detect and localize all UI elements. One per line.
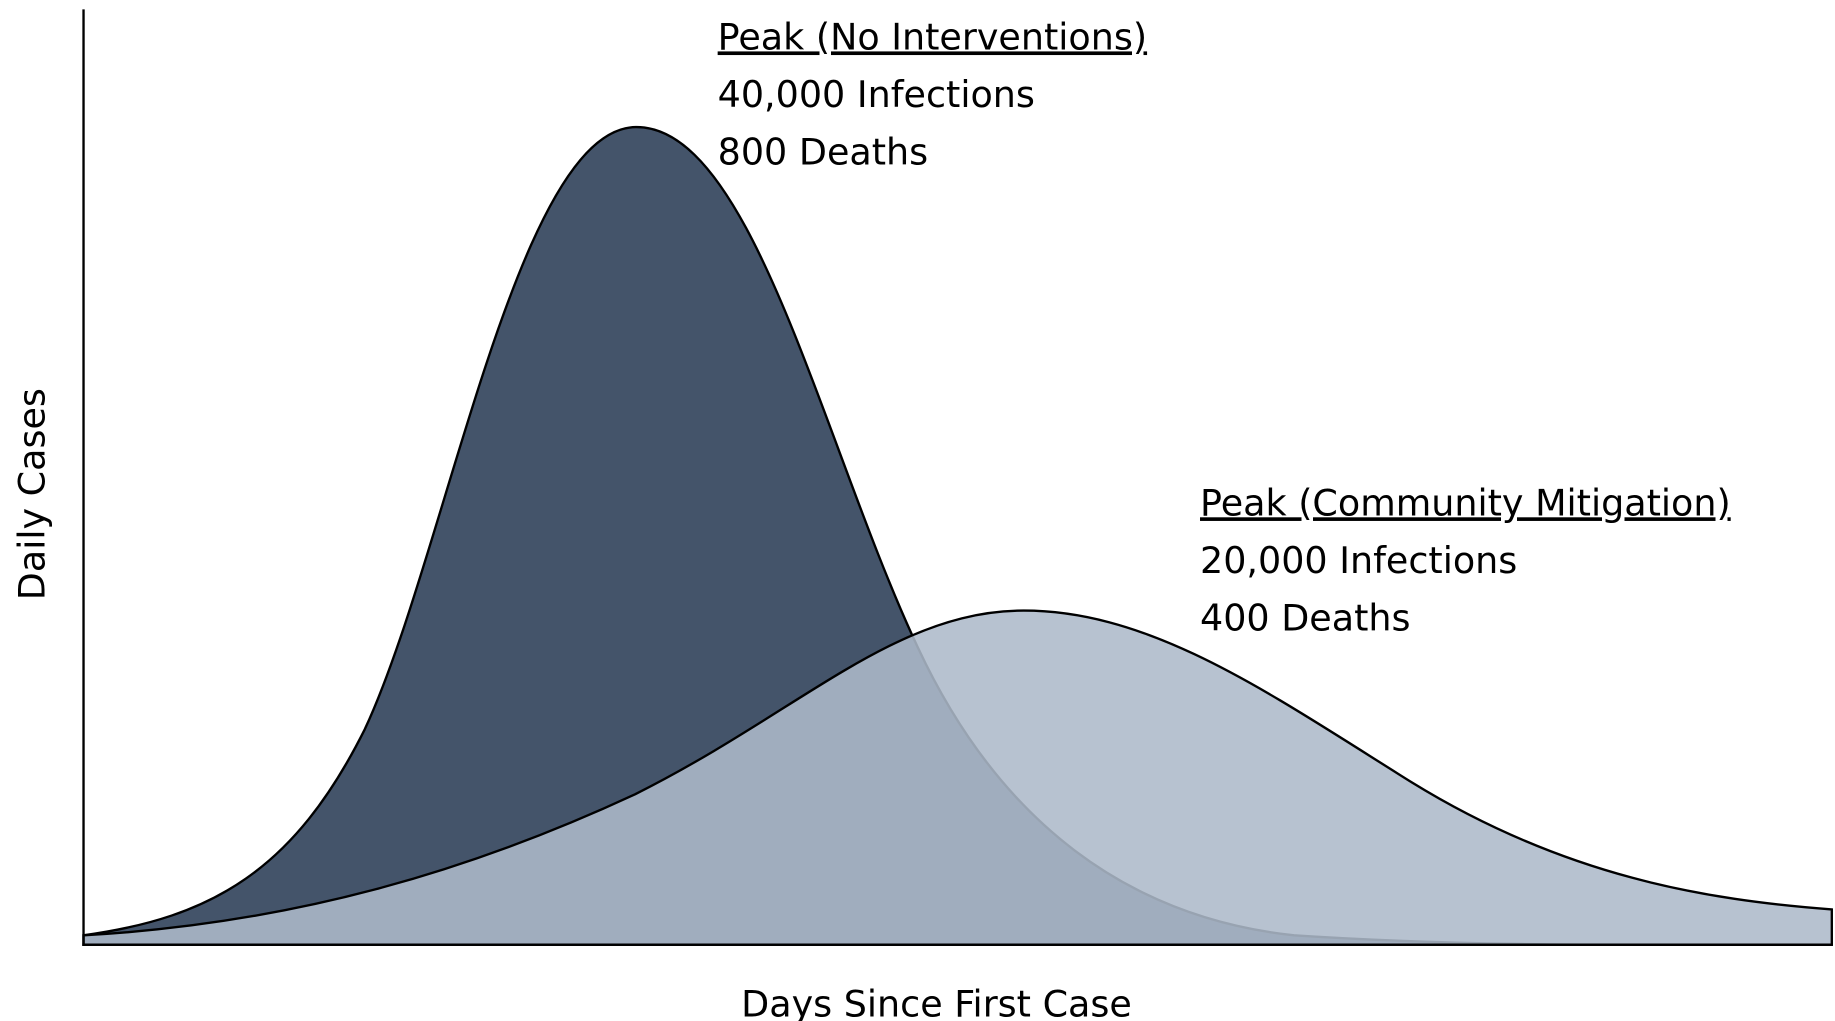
x-axis-label: Days Since First Case bbox=[741, 982, 1132, 1021]
annotation-line: 40,000 Infections bbox=[718, 73, 1035, 116]
annotation-title: Peak (No Interventions) bbox=[718, 15, 1147, 58]
y-axis-label: Daily Cases bbox=[11, 388, 54, 600]
annotation-title: Peak (Community Mitigation) bbox=[1200, 481, 1731, 524]
curve-community-mitigation bbox=[82, 609, 1833, 946]
curves bbox=[82, 125, 1833, 947]
plot: Days Since First Case Daily Cases Peak (… bbox=[11, 9, 1833, 1021]
annotation-line: 400 Deaths bbox=[1200, 597, 1410, 640]
annotation-line: 20,000 Infections bbox=[1200, 539, 1517, 582]
annotation-line: 800 Deaths bbox=[718, 131, 928, 174]
